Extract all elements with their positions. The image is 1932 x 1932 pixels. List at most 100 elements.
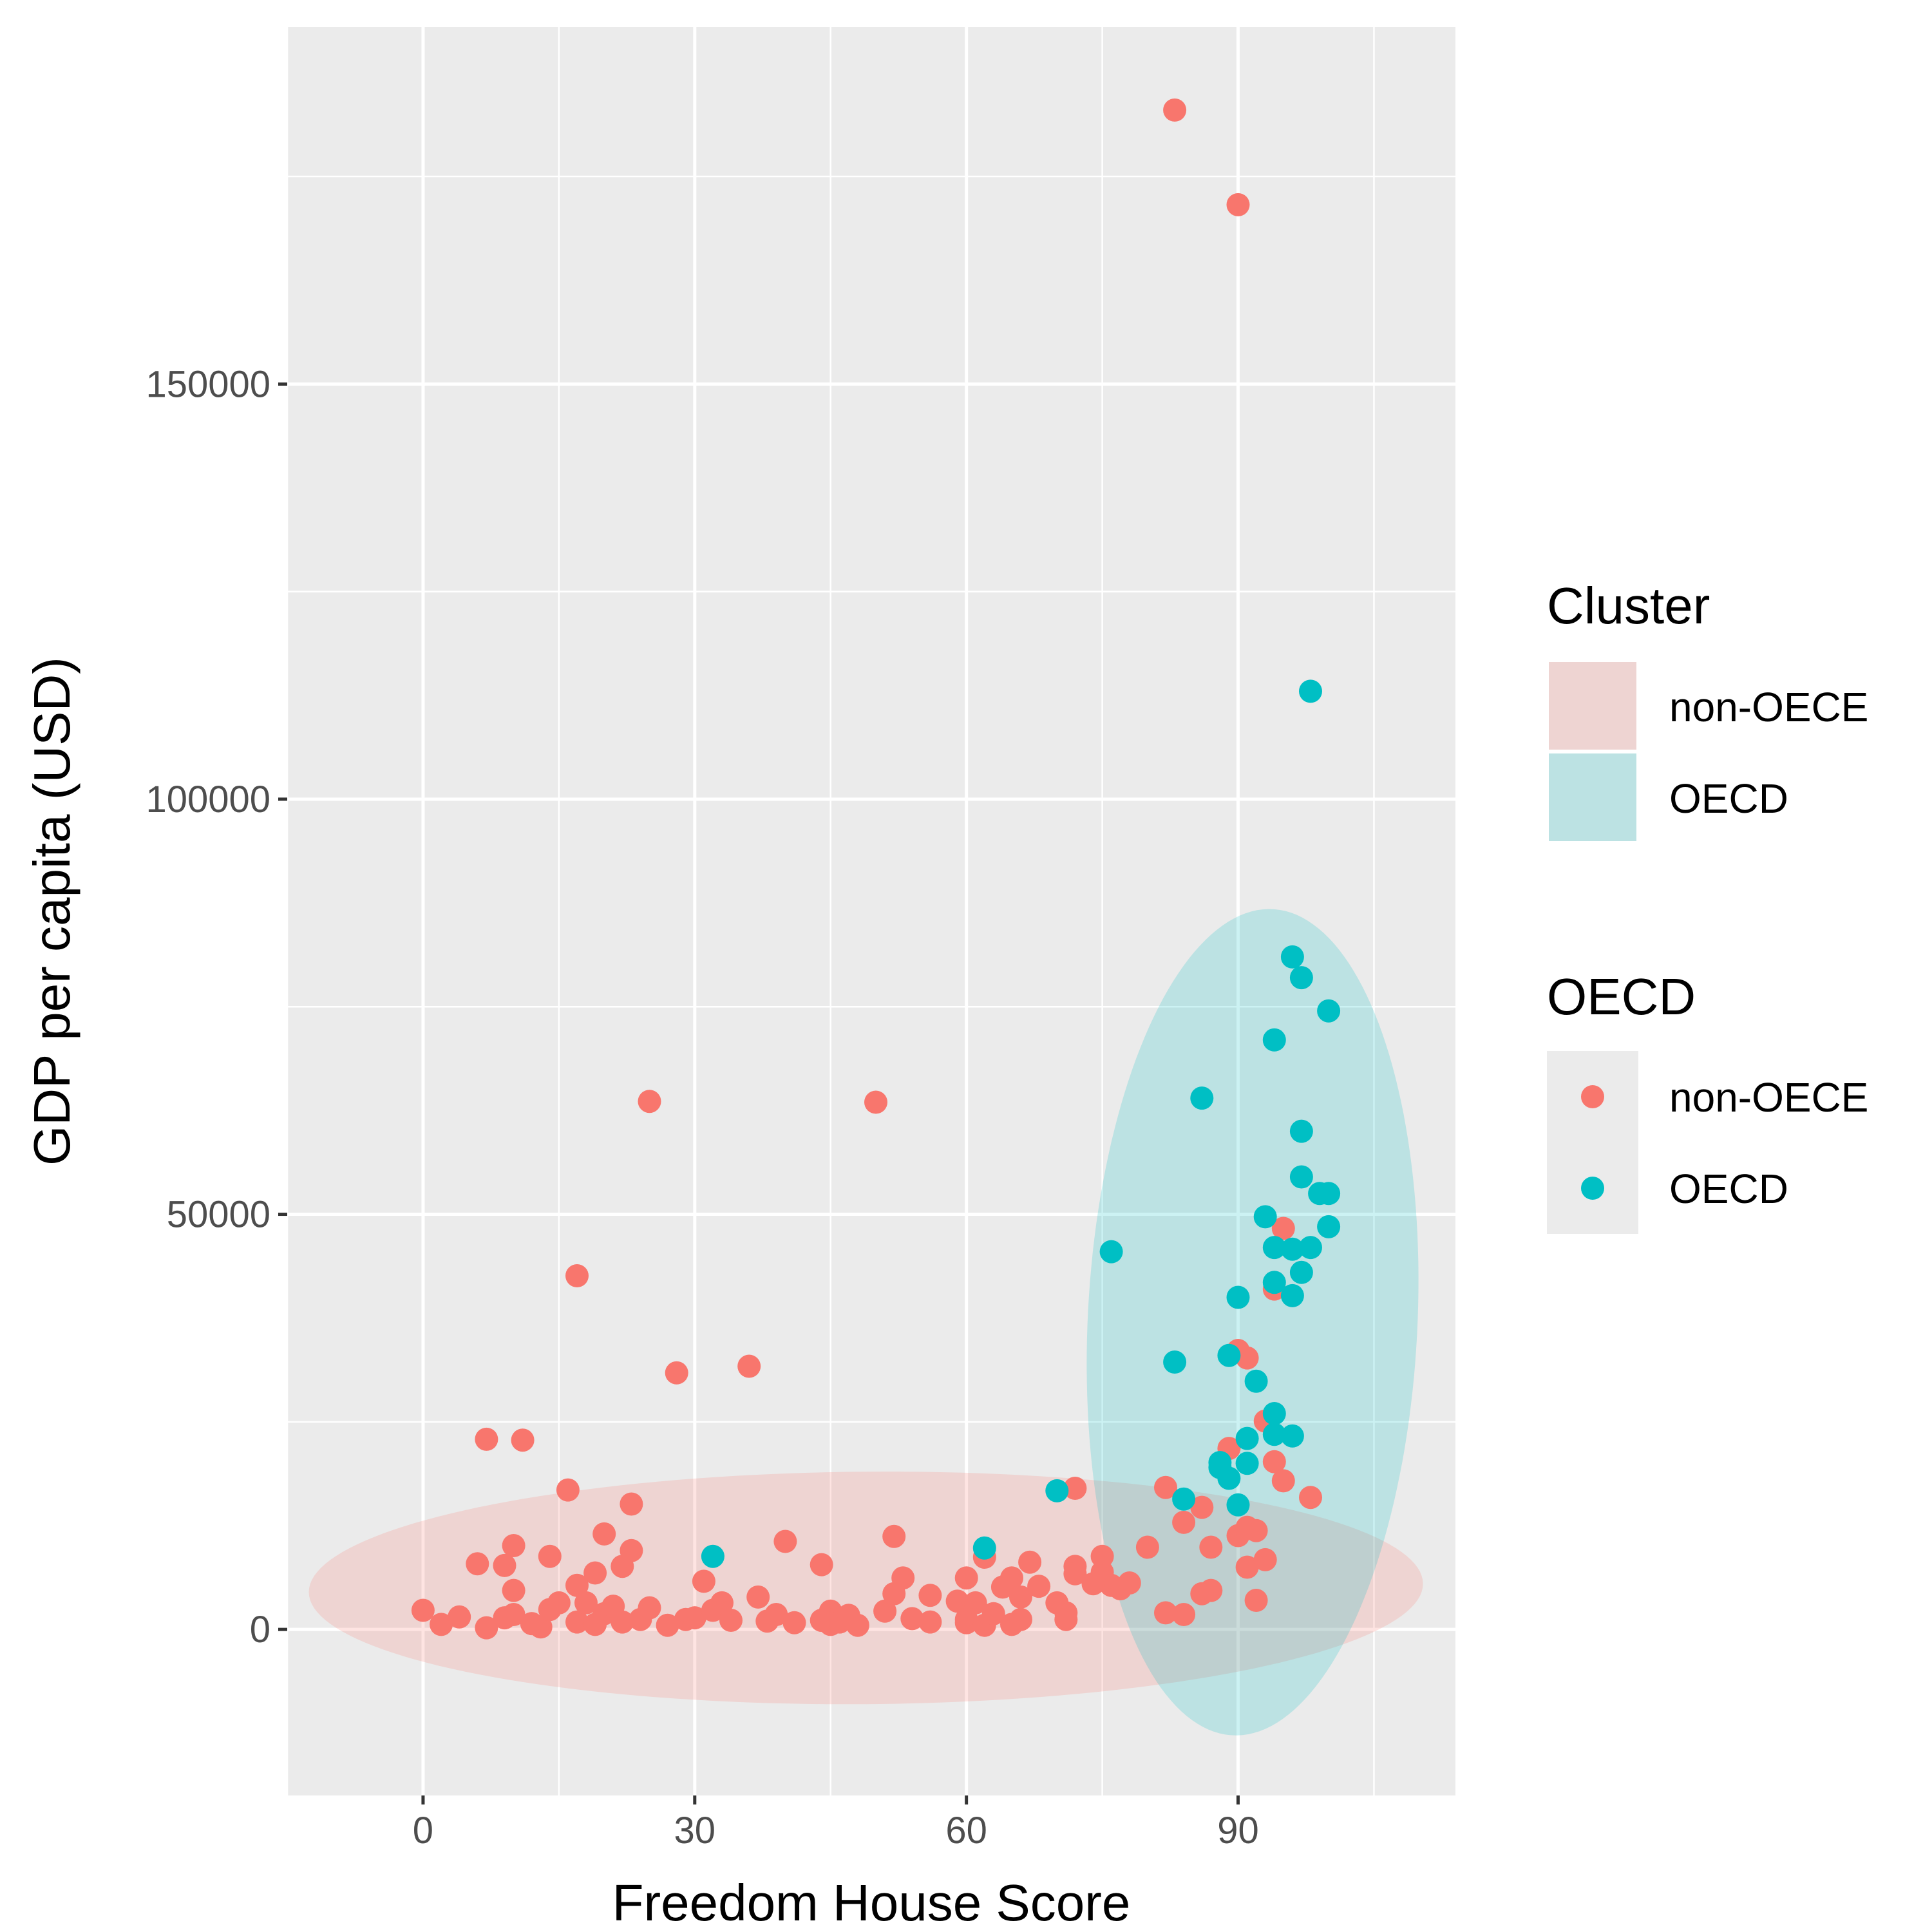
ellipse-non-oece <box>308 1472 1423 1705</box>
point-oecd <box>1262 1402 1286 1425</box>
point-oecd <box>1163 1350 1187 1374</box>
point-oecd <box>1262 1028 1286 1052</box>
y-tick-label: 150000 <box>146 363 270 405</box>
point-oecd <box>1289 1260 1313 1284</box>
legend-oecd-key-bg <box>1547 1051 1638 1234</box>
point-non-oece <box>529 1615 553 1639</box>
point-oecd <box>1244 1369 1268 1393</box>
point-oecd <box>1262 1423 1286 1446</box>
axes: 0 30 60 90 0 50000 100000 150000 <box>146 363 1258 1852</box>
point-oecd <box>1253 1205 1277 1229</box>
ellipse-oecd <box>1086 909 1419 1736</box>
point-non-oece <box>1271 1469 1295 1493</box>
point-non-oece <box>502 1534 526 1557</box>
legend-cluster-key-oecd <box>1545 750 1640 845</box>
point-non-oece <box>773 1530 797 1553</box>
point-oecd <box>1099 1240 1123 1264</box>
point-oecd <box>1262 1236 1286 1260</box>
point-non-oece <box>1190 1582 1214 1605</box>
point-non-oece <box>592 1522 616 1546</box>
point-non-oece <box>583 1561 607 1585</box>
x-tick-label: 0 <box>413 1810 433 1852</box>
point-non-oece <box>611 1610 634 1634</box>
point-non-oece <box>1253 1548 1277 1571</box>
point-non-oece <box>448 1605 471 1629</box>
x-tick-label: 90 <box>1217 1810 1259 1852</box>
point-non-oece <box>1063 1477 1087 1500</box>
point-oecd <box>1289 966 1313 990</box>
point-non-oece <box>990 1575 1014 1599</box>
point-non-oece <box>918 1584 942 1607</box>
point-non-oece <box>1108 1577 1132 1600</box>
point-non-oece <box>1018 1550 1042 1574</box>
point-non-oece <box>683 1606 706 1630</box>
point-non-oece <box>565 1610 589 1634</box>
point-non-oece <box>1154 1601 1177 1625</box>
point-oecd <box>1226 1285 1250 1309</box>
legend-cluster-key-non-oece <box>1545 658 1640 753</box>
y-tick-label: 50000 <box>167 1194 270 1236</box>
point-oecd <box>1235 1452 1259 1475</box>
point-non-oece <box>981 1602 1005 1625</box>
point-non-oece <box>502 1603 526 1626</box>
legend-oecd-label-oecd: OECD <box>1669 1166 1788 1212</box>
point-non-oece <box>1190 1495 1214 1519</box>
point-non-oece <box>1172 1510 1196 1534</box>
point-non-oece <box>1027 1575 1051 1598</box>
point-non-oece <box>466 1552 489 1576</box>
point-non-oece <box>638 1090 661 1113</box>
point-non-oece <box>1009 1585 1032 1609</box>
point-oecd <box>1190 1086 1214 1110</box>
point-non-oece <box>547 1591 571 1615</box>
legend-oecd-label-non-oece: non-OECE <box>1669 1074 1868 1121</box>
ellipses <box>308 909 1423 1736</box>
point-oecd <box>1299 1236 1322 1260</box>
point-non-oece <box>565 1573 589 1597</box>
point-oecd <box>1280 1424 1304 1448</box>
point-non-oece <box>810 1553 833 1577</box>
point-non-oece <box>1271 1217 1295 1240</box>
point-non-oece <box>502 1578 526 1602</box>
point-non-oece <box>963 1591 987 1615</box>
point-oecd <box>1317 1182 1341 1206</box>
point-non-oece <box>954 1566 978 1590</box>
point-non-oece <box>864 1090 887 1114</box>
point-oecd <box>1217 1343 1241 1367</box>
point-oecd <box>1280 1283 1304 1307</box>
point-non-oece <box>918 1610 942 1634</box>
point-non-oece <box>411 1598 435 1622</box>
point-non-oece <box>638 1596 661 1620</box>
point-non-oece <box>782 1611 806 1634</box>
point-non-oece <box>620 1492 643 1516</box>
point-oecd <box>1317 1215 1341 1238</box>
point-non-oece <box>656 1613 679 1637</box>
point-non-oece <box>1054 1601 1078 1625</box>
point-non-oece <box>1172 1603 1196 1626</box>
point-oecd <box>1289 1165 1313 1189</box>
point-oecd <box>1262 1271 1286 1294</box>
point-non-oece <box>475 1616 498 1640</box>
point-non-oece <box>611 1555 634 1578</box>
point-non-oece <box>710 1591 734 1615</box>
point-non-oece <box>493 1553 516 1577</box>
point-non-oece <box>873 1599 897 1623</box>
legend-oecd-key-oecd <box>1581 1177 1604 1200</box>
panel-background <box>287 27 1455 1795</box>
legend-oecd-key-non-oece <box>1581 1085 1604 1108</box>
point-non-oece <box>746 1585 770 1609</box>
legend-cluster-label-non-oece: non-OECE <box>1669 684 1868 730</box>
point-non-oece <box>954 1611 978 1634</box>
point-non-oece <box>1199 1535 1223 1559</box>
point-non-oece <box>764 1603 788 1626</box>
point-non-oece <box>1244 1589 1268 1612</box>
y-tick-label: 0 <box>250 1609 270 1651</box>
point-oecd <box>701 1544 724 1568</box>
x-tick-label: 60 <box>945 1810 987 1852</box>
point-non-oece <box>846 1613 869 1637</box>
legend-cluster: Cluster non-OECE OECD <box>1545 577 1868 845</box>
legend-cluster-key-bg-1 <box>1547 660 1638 752</box>
point-non-oece <box>900 1607 924 1631</box>
point-non-oece <box>1154 1475 1177 1499</box>
point-oecd <box>1045 1479 1069 1502</box>
